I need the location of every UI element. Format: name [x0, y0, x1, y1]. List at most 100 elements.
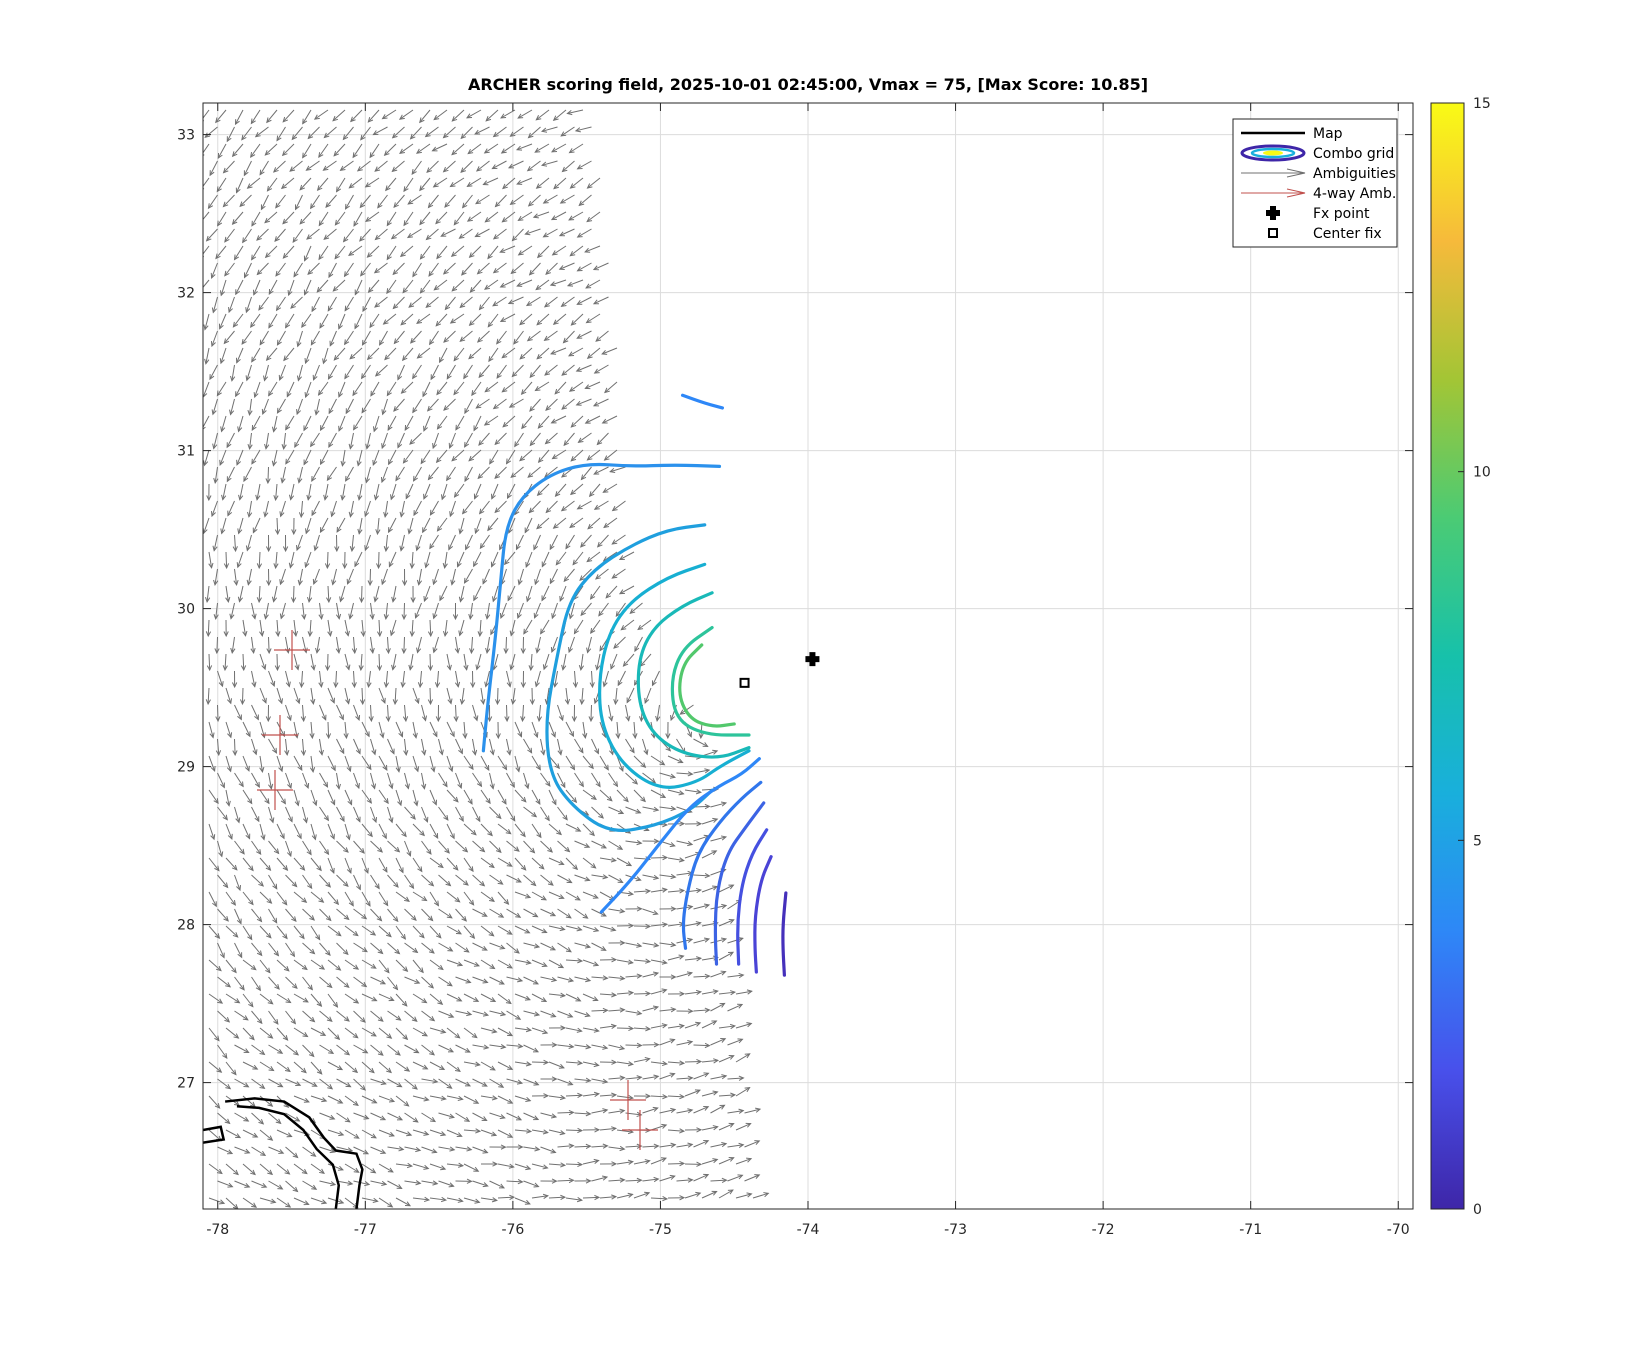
ambiguity-arrow: [421, 1146, 438, 1154]
ambiguity-arrow: [480, 687, 486, 705]
ambiguity-arrow: [557, 908, 572, 919]
ambiguity-arrow: [377, 194, 388, 209]
ambiguity-arrow: [219, 347, 227, 365]
ambiguity-arrow: [497, 925, 513, 935]
x-tick-label: -71: [1239, 1222, 1262, 1238]
ambiguity-arrow: [540, 738, 546, 756]
ambiguity-arrow: [311, 466, 320, 483]
ambiguity-arrow: [735, 989, 753, 995]
ambiguity-arrow: [565, 857, 579, 871]
ambiguity-arrow: [217, 840, 224, 858]
ambiguity-arrow: [353, 1146, 370, 1155]
ambiguity-arrow: [526, 585, 533, 603]
ambiguity-arrow: [410, 585, 416, 604]
ambiguity-arrow: [482, 177, 499, 186]
ambiguity-arrow: [310, 823, 317, 841]
ambiguity-arrow: [505, 449, 516, 465]
ambiguity-arrow: [463, 925, 476, 940]
ambiguity-arrow: [256, 228, 269, 241]
ambiguity-arrow: [359, 687, 366, 706]
ambiguity-arrow: [558, 228, 575, 237]
ambiguity-arrow: [293, 1061, 307, 1074]
ambiguity-arrow: [235, 347, 244, 364]
ambiguity-arrow: [578, 653, 585, 671]
ambiguity-arrow: [676, 1008, 694, 1014]
ambiguity-arrow: [423, 415, 431, 432]
ambiguity-arrow: [576, 160, 592, 170]
ambiguity-arrow: [718, 951, 735, 961]
ambiguity-arrow: [280, 177, 295, 190]
ambiguity-arrow: [701, 1020, 718, 1029]
ambiguity-arrow: [393, 194, 405, 209]
ambiguity-arrow: [555, 551, 567, 566]
ambiguity-arrow: [216, 381, 227, 397]
ambiguity-arrow: [710, 1002, 726, 1012]
ambiguity-arrow: [263, 500, 269, 518]
ambiguity-arrow: [251, 1112, 265, 1125]
ambiguity-arrow: [327, 1061, 344, 1071]
ambiguity-arrow: [415, 143, 431, 154]
ambiguity-arrow: [463, 1128, 482, 1134]
ambiguity-arrow: [416, 636, 422, 654]
ambiguity-arrow: [217, 143, 227, 160]
ambiguity-arrow: [650, 1196, 669, 1202]
ambiguity-arrow: [356, 449, 363, 467]
ambiguity-arrow: [436, 381, 448, 396]
ambiguity-arrow: [472, 704, 479, 722]
ambiguity-arrow: [655, 704, 661, 722]
ambiguity-arrow: [324, 551, 331, 570]
ambiguity-arrow: [609, 466, 626, 473]
ambiguity-arrow: [565, 1092, 584, 1099]
ambiguity-arrow: [265, 534, 272, 553]
ambiguity-arrow: [373, 585, 380, 603]
ambiguity-arrow: [582, 755, 594, 770]
ambiguity-arrow: [234, 1180, 251, 1188]
ambiguity-arrow: [642, 1143, 660, 1149]
ambiguity-arrow: [524, 228, 541, 236]
ambiguity-arrow: [237, 517, 244, 535]
ambiguity-arrow: [424, 126, 439, 138]
ambiguity-arrow: [684, 1161, 703, 1167]
ambiguity-arrow: [684, 1021, 702, 1029]
ambiguity-arrow: [302, 840, 312, 856]
ambiguity-arrow: [319, 517, 329, 534]
ambiguity-arrow: [421, 1078, 439, 1084]
ambiguity-arrow: [455, 415, 465, 431]
ambiguity-arrow: [531, 993, 548, 1003]
ambiguity-arrow: [684, 1127, 703, 1133]
ambiguity-arrow: [642, 942, 660, 948]
ambiguity-arrow: [204, 585, 211, 604]
ambiguity-arrow: [625, 1075, 643, 1081]
ambiguity-arrow: [319, 874, 332, 888]
ambiguity-arrow: [301, 313, 312, 329]
ambiguity-arrow: [540, 1010, 557, 1018]
ambiguity-arrow: [426, 160, 439, 174]
ambiguity-arrow: [361, 755, 372, 771]
ambiguity-arrow: [565, 1060, 584, 1066]
ambiguity-arrow: [523, 942, 541, 949]
ambiguity-arrow: [221, 483, 227, 501]
ambiguity-arrow: [242, 619, 248, 637]
ambiguity-arrow: [484, 279, 499, 290]
ambiguity-arrow: [572, 551, 584, 566]
ambiguity-arrow: [509, 126, 524, 137]
ambiguity-arrow: [591, 1143, 609, 1149]
ambiguity-arrow: [353, 1180, 371, 1187]
ambiguity-arrow: [574, 1178, 592, 1184]
ambiguity-arrow: [246, 568, 252, 586]
ambiguity-arrow: [599, 1092, 618, 1098]
ambiguity-arrow: [336, 1044, 351, 1056]
ambiguity-arrow: [246, 177, 261, 189]
ambiguity-arrow: [611, 500, 626, 512]
ambiguity-arrow: [368, 704, 374, 723]
ambiguity-arrow: [438, 738, 444, 756]
ambiguity-arrow: [307, 126, 320, 140]
ambiguity-arrow: [509, 194, 524, 206]
ambiguity-arrow: [550, 347, 567, 355]
coastline: [236, 1105, 341, 1209]
ambiguity-arrow: [268, 1112, 282, 1125]
ambiguity-arrow: [239, 194, 252, 208]
ambiguity-arrow: [390, 228, 405, 240]
ambiguity-arrow: [251, 976, 261, 992]
ambiguity-arrow: [370, 1112, 387, 1121]
